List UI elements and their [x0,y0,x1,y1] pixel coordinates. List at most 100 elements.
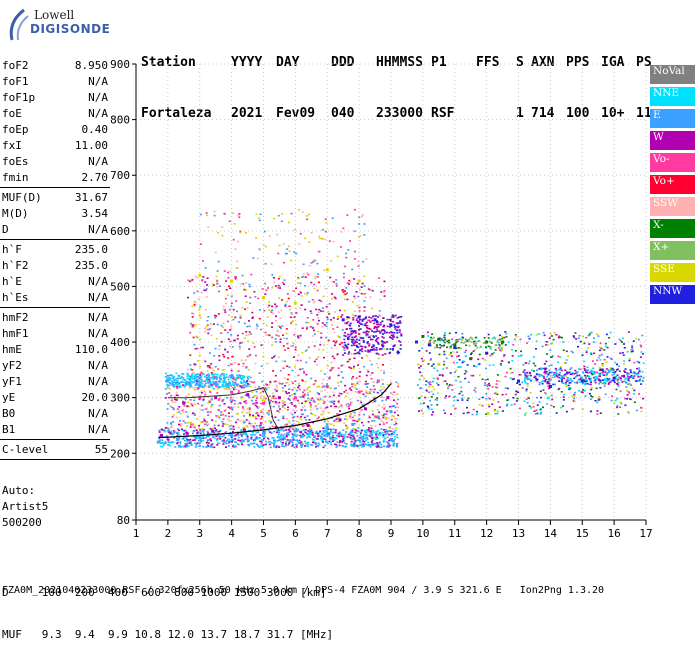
echo-point [301,327,304,329]
echo-point [236,240,239,243]
echo-point [547,382,550,384]
echo-point [609,357,612,360]
echo-point [179,412,182,415]
echo-point [492,352,495,354]
echo-point [594,400,597,402]
auto-version: 500200 [2,516,42,529]
echo-point [586,366,589,369]
echo-point [420,387,423,389]
echo-point [345,428,348,430]
echo-point [275,386,278,389]
echo-point [311,432,314,434]
echo-point [519,374,522,376]
echo-point [528,337,531,340]
echo-point [301,352,304,354]
echo-point [609,367,612,369]
echo-point [366,325,369,327]
echo-point [344,332,347,334]
echo-point [187,445,190,447]
echo-point [364,331,367,333]
echo-point [389,348,392,350]
echo-point [341,441,344,443]
echo-point [601,372,604,374]
echo-point [576,382,579,385]
echo-point [247,340,249,342]
echo-point [172,408,175,411]
data-point [230,279,234,283]
echo-point [228,308,231,311]
echo-point [342,227,345,230]
param-name: hmE [2,343,22,356]
echo-point [201,421,204,423]
echo-point [369,431,372,433]
echo-point [324,425,327,427]
echo-point [539,411,542,414]
echo-point [223,385,226,388]
echo-point [270,311,273,313]
echo-point [605,361,608,363]
echo-point [189,376,192,379]
echo-point [333,403,335,405]
echo-point [299,368,302,371]
echo-point [464,341,467,343]
echo-point [361,282,364,285]
echo-point [382,414,385,417]
echo-point [330,297,333,300]
echo-point [546,403,548,405]
param-row: C-level 55 [0,442,110,458]
echo-point [240,435,243,438]
echo-point [465,344,468,347]
echo-point [590,395,592,397]
echo-point [630,374,633,377]
echo-point [186,440,189,443]
echo-point [275,334,278,336]
echo-point [352,443,355,445]
echo-point [560,378,563,381]
echo-point [285,418,288,420]
echo-point [232,427,235,429]
echo-point [332,328,335,330]
echo-point [616,381,619,383]
echo-point [241,377,244,380]
echo-point [190,322,192,325]
echo-point [266,306,269,308]
echo-point [396,409,399,412]
echo-point [283,433,286,436]
echo-point [311,413,314,415]
echo-point [339,410,341,412]
echo-point [559,367,562,370]
echo-point [642,397,645,400]
echo-point [253,402,256,404]
echo-point [305,394,308,396]
echo-point [384,428,387,431]
echo-point [299,359,302,362]
echo-point [371,420,374,422]
echo-point [395,381,398,384]
echo-point [216,270,219,272]
echo-point [582,389,584,391]
echo-point [590,369,593,371]
x-tick-label: 17 [639,527,652,540]
echo-point [351,383,354,385]
echo-point [368,416,371,419]
echo-point [281,400,284,402]
echo-point [369,399,372,402]
echo-point [363,300,366,302]
echo-point [526,342,528,344]
echo-point [204,267,207,269]
echo-point [614,343,617,345]
echo-point [535,373,538,375]
param-value: N/A [88,327,108,340]
echo-point [236,375,239,377]
echo-point [256,411,259,414]
echo-point [501,410,504,412]
echo-point [241,440,244,443]
echo-point [188,440,191,443]
echo-point [276,330,279,333]
echo-point [199,317,202,319]
echo-point [193,439,196,441]
echo-point [192,412,194,414]
echo-point [360,390,363,393]
echo-point [252,396,255,399]
echo-point [321,440,324,443]
